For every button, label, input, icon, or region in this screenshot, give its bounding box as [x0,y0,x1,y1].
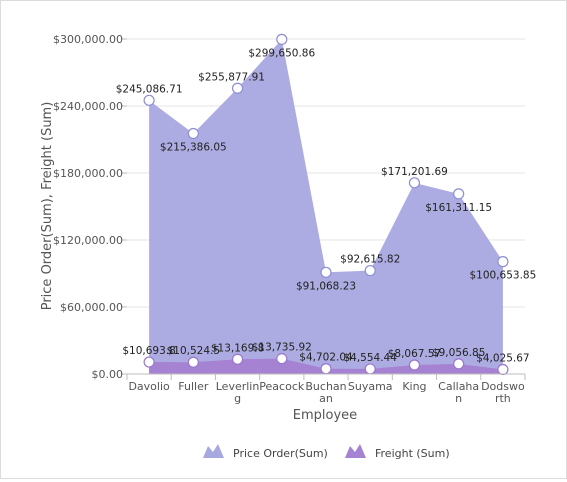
data-label: $13,169.8 [211,342,264,354]
x-tick-label-line: rth [495,392,511,405]
data-point [143,356,155,368]
data-point [143,94,155,106]
y-tick-label: $180,000.00 [53,167,123,180]
legend-swatch-freight [345,444,366,458]
data-label: $10,693.8 [122,345,175,357]
y-tick-label: $60,000.00 [60,301,123,314]
legend-label-freight: Freight (Sum) [375,447,450,460]
data-label: $171,201.69 [381,166,448,178]
data-label: $161,311.15 [425,202,492,214]
x-tick-label-line: Buchan [305,380,346,393]
data-point [231,353,244,365]
x-tick-label: Dodswo rth [481,380,525,405]
x-tick-label: Davolio [128,380,170,393]
data-label: $92,615.82 [340,254,400,266]
legend-label-price-order: Price Order(Sum) [233,447,328,460]
data-label: $9,056.85 [432,347,485,359]
axes: $0.00 $60,000.00 $120,000.00 $180,000.00 $24… [53,33,526,405]
data-label: $245,086.71 [116,83,183,95]
data-point [453,358,465,370]
y-axis-title: Price Order(Sum), Freight (Sum) [40,102,55,311]
data-point [497,256,509,268]
series-markers [143,33,509,376]
x-tick-label-line: n [455,392,462,405]
y-tick-label: $120,000.00 [53,234,123,247]
x-axis-title: Employee [293,408,357,423]
series-area-price-order [149,39,503,375]
data-point [320,363,332,375]
x-tick-label: Peacock [259,380,305,393]
data-point [231,82,244,94]
data-label: $4,554.44 [343,352,397,364]
y-tick-label: $0.00 [92,368,124,381]
legend-swatch-price-order [203,444,224,458]
x-tick-label-line: Leverlin [216,380,260,393]
data-label: $255,877.91 [198,71,265,83]
x-tick-label-line: an [319,392,333,405]
x-tick-label-line: Fuller [178,380,209,393]
x-tick-label: Suyama [348,380,393,393]
data-point [276,33,288,45]
x-tick-label-line: Peacock [259,380,305,393]
data-point [497,363,509,376]
data-point [364,363,376,375]
data-label: $4,702.04 [299,352,353,364]
x-tick-label: Buchan an [305,380,346,405]
x-tick-label: Leverlin g [216,380,260,405]
x-tick-label-line: Callaha [438,380,479,393]
x-tick-label-line: Suyama [348,380,393,393]
data-label: $215,386.05 [160,141,227,153]
data-label: $299,650.86 [248,47,315,59]
x-tick-label-line: Dodswo [481,380,525,393]
x-tick-label: Callaha n [438,380,479,405]
data-point [320,266,332,278]
data-point [187,127,199,140]
data-point [187,356,199,368]
x-tick-label: Fuller [178,380,209,393]
data-point [453,188,465,200]
data-point [408,359,421,371]
x-tick-label: King [402,380,426,393]
data-label: $10,524.5 [167,345,220,357]
data-label: $8,067.57 [388,348,441,360]
data-label: $13,735.92 [252,342,312,354]
y-tick-label: $300,000.00 [53,33,123,46]
x-tick-label-line: King [402,380,426,393]
data-point [364,264,376,277]
x-tick-label-line: Davolio [128,380,170,393]
data-label: $4,025.67 [476,353,529,365]
y-tick-label: $240,000.00 [53,100,123,113]
data-label: $91,068.23 [296,280,356,292]
data-point [408,177,421,189]
data-point [276,353,288,365]
data-labels: $245,086.71 $215,386.05 $255,877.91 $299,65… [116,47,537,364]
legend: Price Order(Sum) Freight (Sum) [203,444,450,460]
x-tick-label-line: g [234,392,241,405]
data-label: $100,653.85 [469,270,536,282]
